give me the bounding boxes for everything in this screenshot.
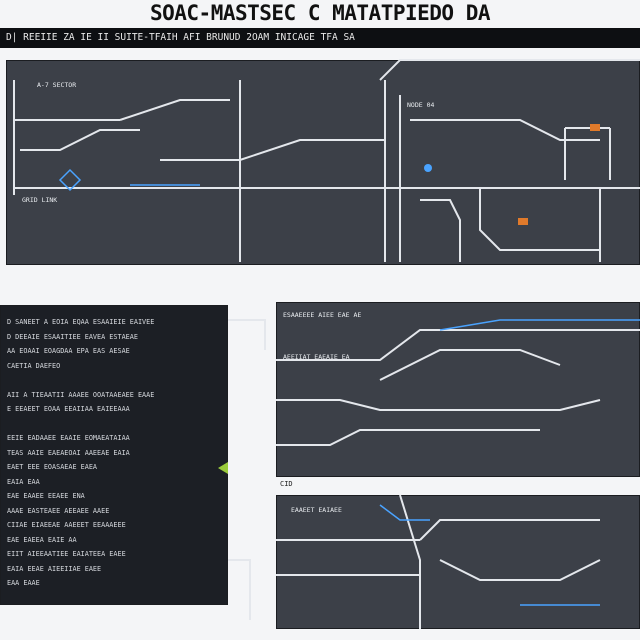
text-line: AII A TIEAATII AAAEE OOATAAEAEE EAAE [7, 390, 155, 399]
text-line: D DEEAIE ESAAITIEE EAVEA ESTAEAE [7, 332, 138, 341]
bottom-left-text-panel: D SANEET A EOIA EQAA ESAAIEIE EAIVEE D DE… [0, 305, 228, 605]
sector-label-c: NODE 04 [407, 101, 435, 109]
text-line: CIIAE EIAEEAE AAEEET EEAAAEEE [7, 521, 126, 529]
text-line: EAIA EAA [7, 477, 40, 486]
top-map-panel: A-7 SECTOR GRID LINK NODE 04 [6, 60, 640, 265]
text-line: EAE EAEEA EAIE AA [7, 535, 77, 544]
sector-label-b: GRID LINK [22, 196, 58, 204]
text-line: EIIT AIEEAATIEE EAIATEEA EAEE [7, 550, 126, 558]
panel-2-label: EAAEET EAIAEE [291, 506, 342, 514]
text-line: AAAE EASTEAEE AEEAEE AAEE [7, 506, 110, 515]
cid-tag: CID [280, 480, 293, 488]
subtitle-bar: D| REEIIE ZA IE II SUITE-TFAIH AFI BRUNU… [0, 28, 424, 48]
wire [228, 559, 251, 620]
text-line: D SANEET A EOIA EQAA ESAAIEIE EAIVEE [7, 318, 155, 326]
bottom-right-panel-2: EAAEET EAIAEE [276, 495, 640, 629]
text-line: CAETIA DAEFEO [7, 361, 61, 370]
text-line: EEIE EADAAEE EAAIE EOMAEATAIAA [7, 434, 130, 442]
text-line: EAA EAAE [7, 579, 40, 587]
text-line: EAIA EEAE AIEEIIAE EAEE [7, 564, 102, 573]
text-line: EAET EEE EOASAEAE EAEA [7, 463, 98, 471]
text-line: TEAS AAIE EAEAEOAI AAEEAE EAIA [7, 448, 130, 457]
wire [228, 319, 266, 350]
header-bar-extension [424, 28, 640, 48]
text-line: EAE EAAEE EEAEE ENA [7, 492, 85, 500]
text-line: AA EOAAI EOAGDAA EPA EAS AESAE [7, 347, 130, 355]
text-line: E EEAEET EOAA EEAIIAA EAIEEAAA [7, 405, 130, 413]
bottom-right-panel-1: ESAAEEEE AIEE EAE AE AEEIIAT EAEAIE EA [276, 302, 640, 477]
page-title: SOAC-MASTSEC C MATATPIEDO DA [149, 1, 491, 25]
panel-1-label: ESAAEEEE AIEE EAE AE [283, 311, 362, 319]
sector-label-a: A-7 SECTOR [37, 81, 77, 89]
panel-1-sublabel: AEEIIAT EAEAIE EA [283, 353, 350, 361]
